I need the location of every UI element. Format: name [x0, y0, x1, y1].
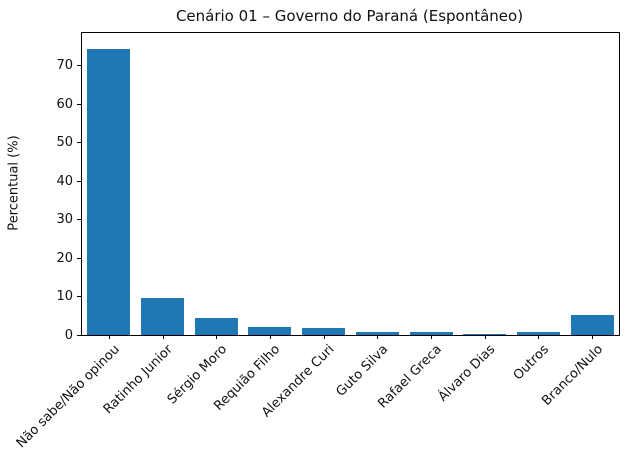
y-axis-label-text: Percentual (%)	[6, 135, 22, 231]
x-tick-mark	[269, 335, 271, 339]
y-tick-label: 40	[56, 173, 73, 189]
x-tick-label: Outros	[510, 342, 553, 384]
plot-area: Não sabe/Não opinou Ratinho Junior Sérgio …	[13, 32, 620, 451]
x-tick-mark	[108, 335, 110, 339]
x-tick-mark	[162, 335, 164, 339]
y-tick-mark	[77, 219, 81, 221]
bar	[355, 331, 399, 335]
y-tick-mark	[77, 103, 81, 105]
x-tick-mark	[377, 335, 379, 339]
bar	[409, 331, 453, 335]
y-tick-mark	[77, 334, 81, 336]
y-tick-mark	[77, 296, 81, 298]
y-tick-label: 50	[56, 135, 73, 151]
y-tick-label: 70	[56, 58, 73, 74]
y-tick-mark	[77, 257, 81, 259]
x-tick-label: Álvaro Dias	[435, 342, 499, 405]
x-tick-mark	[592, 335, 594, 339]
x-tick-mark	[431, 335, 433, 339]
bar	[570, 315, 614, 335]
y-tick-label: 30	[56, 212, 73, 228]
bar	[141, 298, 185, 335]
bar	[248, 326, 292, 335]
y-tick-mark	[77, 142, 81, 144]
x-tick-label: Não sabe/Não opinou	[13, 342, 123, 452]
x-tick-mark	[538, 335, 540, 339]
x-tick-mark	[216, 335, 218, 339]
y-tick-label: 0	[64, 327, 73, 343]
y-tick-mark	[77, 65, 81, 67]
bar	[302, 328, 346, 335]
bar	[463, 333, 507, 335]
bar	[194, 318, 238, 335]
y-tick-label: 20	[56, 250, 73, 266]
y-tick-label: 10	[56, 289, 73, 305]
bar	[87, 49, 131, 335]
chart-title: Cenário 01 – Governo do Paraná (Espontân…	[175, 7, 524, 25]
y-tick-mark	[77, 180, 81, 182]
x-tick-mark	[484, 335, 486, 339]
x-tick-mark	[323, 335, 325, 339]
y-tick-label: 60	[56, 96, 73, 112]
bar	[516, 331, 560, 335]
